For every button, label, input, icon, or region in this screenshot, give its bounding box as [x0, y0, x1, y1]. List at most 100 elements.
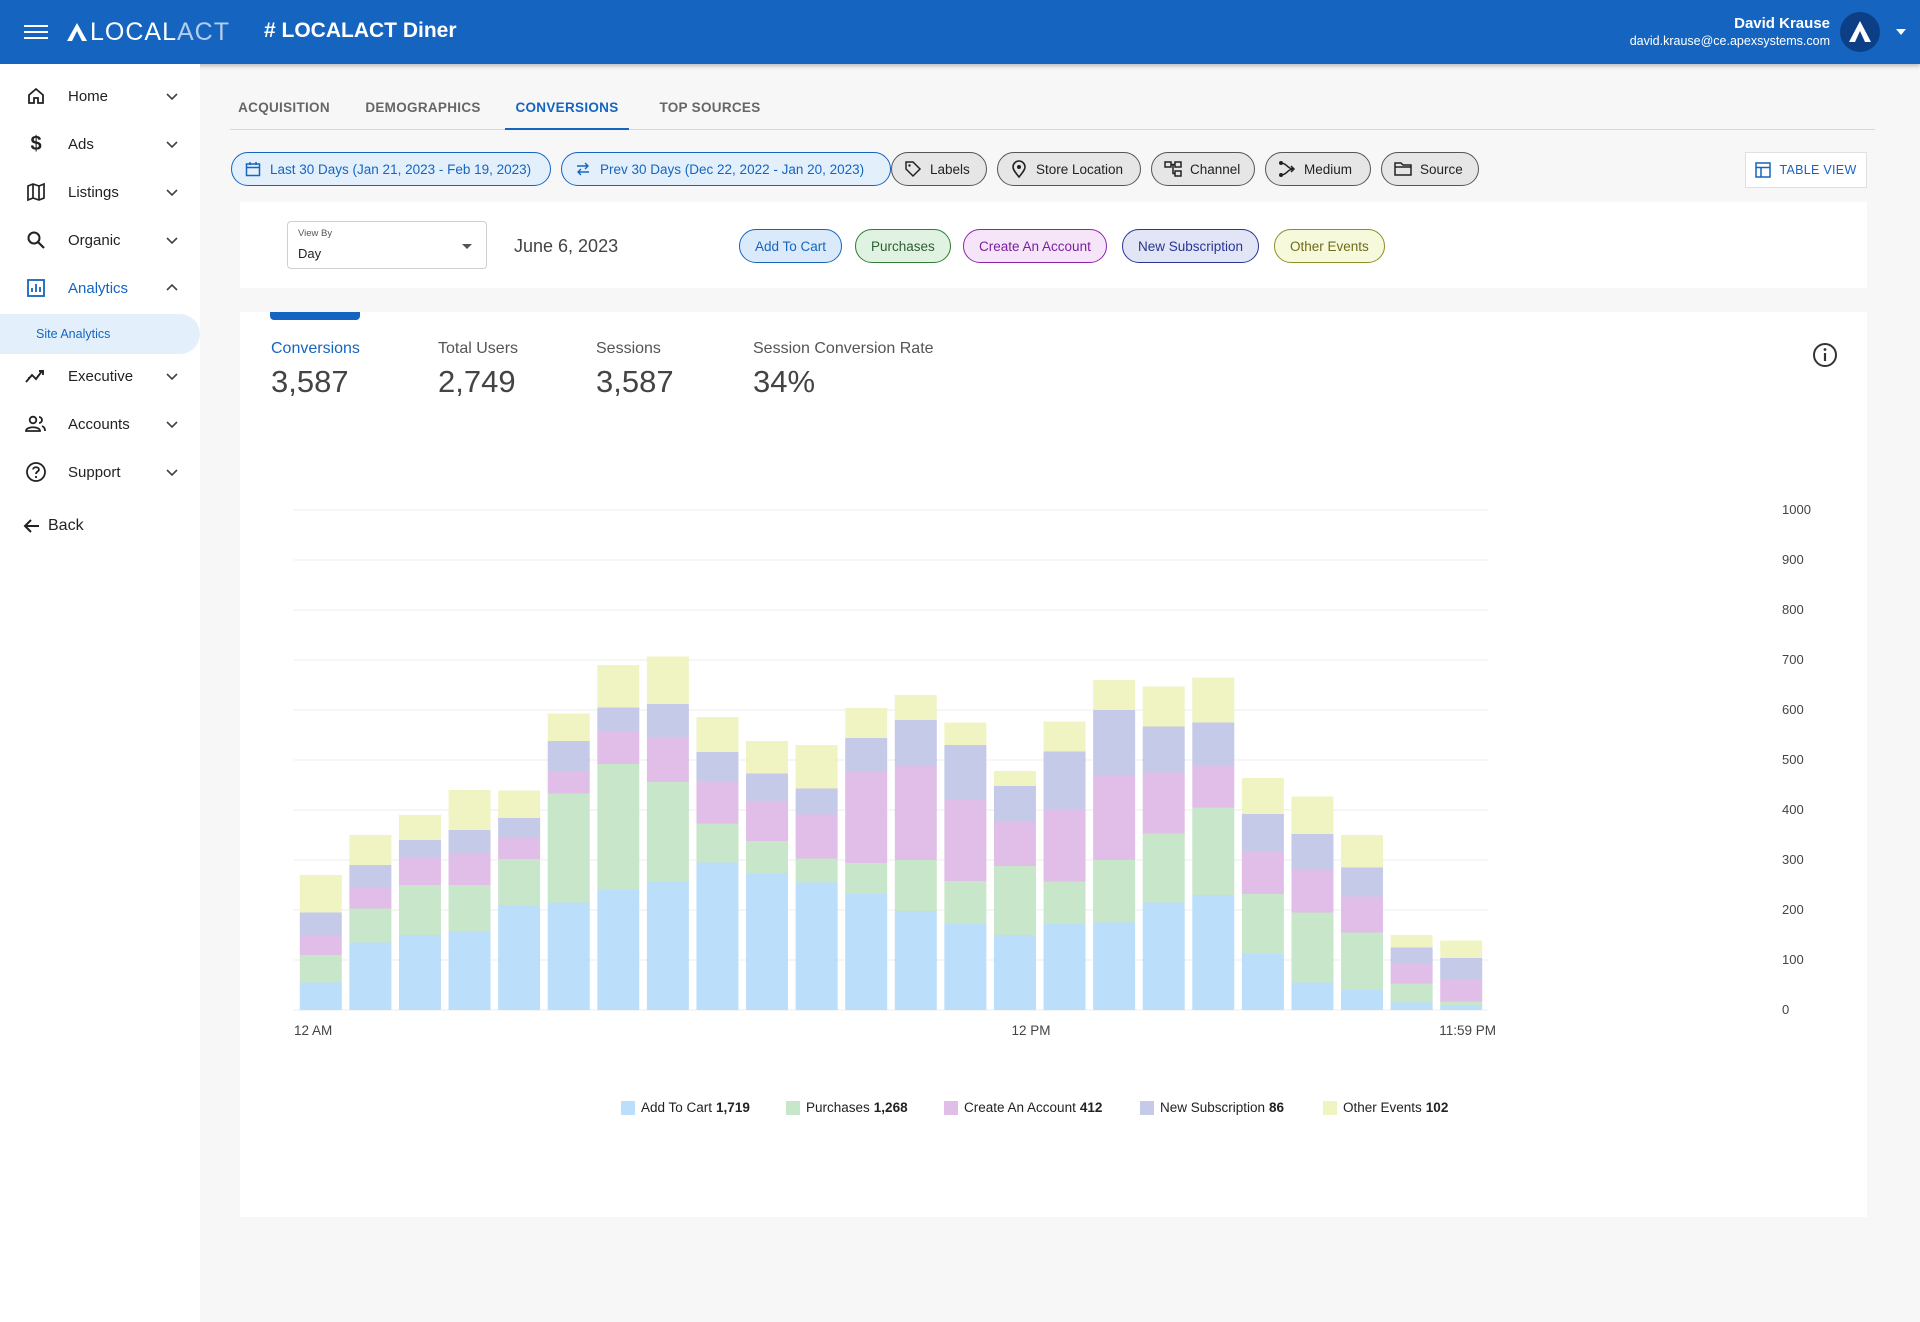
user-info[interactable]: David Krause david.krause@ce.apexsystems…: [1630, 15, 1830, 48]
date-range-label: Last 30 Days (Jan 21, 2023 - Feb 19, 202…: [270, 161, 532, 177]
channel-tree-icon: [1164, 160, 1182, 178]
legend-item-new-subscription[interactable]: New Subscription 86: [1140, 1100, 1284, 1115]
account-menu-caret-icon[interactable]: [1896, 29, 1906, 35]
bar-segment: [1043, 751, 1086, 809]
sidebar-subitem-site-analytics[interactable]: Site Analytics: [0, 314, 200, 354]
chevron-down-icon[interactable]: [164, 88, 180, 104]
y-tick-label: 100: [1782, 952, 1804, 967]
event-chip-other-events[interactable]: Other Events: [1274, 229, 1385, 263]
metric-conversions[interactable]: Conversions 3,587: [271, 340, 360, 400]
bar-segment: [746, 773, 789, 801]
bar-segment: [1192, 677, 1235, 723]
y-tick-label: 0: [1782, 1002, 1789, 1017]
compare-range-chip[interactable]: Prev 30 Days (Dec 22, 2022 - Jan 20, 202…: [561, 152, 891, 186]
bar-segment: [398, 935, 441, 1010]
table-view-button[interactable]: TABLE VIEW: [1745, 152, 1867, 188]
bar-segment: [448, 830, 491, 854]
sidebar-item-analytics[interactable]: Analytics: [0, 268, 200, 308]
bar-segment: [1291, 912, 1334, 983]
bar-segment: [646, 738, 689, 782]
view-by-value: Day: [298, 246, 322, 261]
chevron-down-icon[interactable]: [164, 464, 180, 480]
info-icon[interactable]: [1812, 342, 1838, 368]
bar-segment: [1043, 881, 1086, 924]
bar-segment: [547, 771, 590, 794]
event-chip-create-account[interactable]: Create An Account: [963, 229, 1107, 263]
metric-sessions[interactable]: Sessions 3,587: [596, 340, 674, 400]
bar-segment: [349, 887, 392, 909]
bar-segment: [795, 882, 838, 1010]
y-tick-label: 300: [1782, 852, 1804, 867]
legend-item-purchases[interactable]: Purchases 1,268: [786, 1100, 908, 1115]
bar-segment: [993, 866, 1036, 935]
y-tick-label: 700: [1782, 652, 1804, 667]
metric-value: 3,587: [596, 364, 674, 399]
chevron-down-icon[interactable]: [164, 416, 180, 432]
bar-segment: [299, 982, 342, 1010]
chevron-down-icon[interactable]: [164, 136, 180, 152]
bar-segment: [1341, 990, 1384, 1010]
trending-icon: [25, 365, 47, 387]
metric-session-conversion-rate[interactable]: Session Conversion Rate 34%: [753, 340, 934, 400]
bar-segment: [1192, 807, 1235, 895]
labels-chip[interactable]: Labels: [891, 152, 987, 186]
tab-demographics[interactable]: DEMOGRAPHICS: [365, 100, 481, 115]
logo[interactable]: LOCAL ACT: [66, 16, 230, 48]
date-range-chip[interactable]: Last 30 Days (Jan 21, 2023 - Feb 19, 202…: [231, 152, 551, 186]
event-chip-new-subscription[interactable]: New Subscription: [1122, 229, 1260, 263]
y-tick-label: 800: [1782, 602, 1804, 617]
bar-segment: [894, 695, 937, 720]
bar-segment: [597, 890, 640, 1010]
y-tick-label: 400: [1782, 802, 1804, 817]
sidebar-subitem-label: Site Analytics: [36, 327, 111, 341]
bar-segment: [1241, 814, 1284, 852]
bar-segment: [646, 656, 689, 704]
bar-segment: [944, 923, 987, 1010]
chevron-down-icon[interactable]: [164, 368, 180, 384]
bar-segment: [944, 722, 987, 745]
bar-segment: [1291, 982, 1334, 1010]
tab-top-sources[interactable]: TOP SOURCES: [659, 100, 761, 115]
bar-segment: [547, 902, 590, 1010]
menu-icon[interactable]: [24, 22, 48, 42]
tab-conversions[interactable]: CONVERSIONS: [505, 82, 629, 130]
chevron-down-icon[interactable]: [164, 232, 180, 248]
x-tick-label: 12 PM: [1011, 1023, 1050, 1038]
sidebar-item-support[interactable]: Support: [0, 452, 200, 492]
avatar[interactable]: [1840, 12, 1880, 52]
chevron-up-icon[interactable]: [164, 280, 180, 296]
metric-total-users[interactable]: Total Users 2,749: [438, 340, 518, 400]
channel-label: Channel: [1190, 161, 1241, 177]
legend-item-add-to-cart[interactable]: Add To Cart 1,719: [621, 1100, 750, 1115]
tab-acquisition[interactable]: ACQUISITION: [238, 100, 330, 115]
back-button[interactable]: Back: [0, 506, 200, 546]
bar-segment: [1142, 833, 1185, 903]
bar-segment: [398, 857, 441, 885]
bar-segment: [894, 766, 937, 860]
channel-chip[interactable]: Channel: [1151, 152, 1255, 186]
store-location-chip[interactable]: Store Location: [997, 152, 1141, 186]
business-title[interactable]: # LOCALACT Diner: [264, 19, 457, 42]
sidebar-item-home[interactable]: Home: [0, 76, 200, 116]
conversions-stacked-bar-chart: 0 100 200 300 400 500 600 700 800 900 1000 12 AM 12 …: [294, 502, 1811, 1038]
event-chip-add-to-cart[interactable]: Add To Cart: [739, 229, 843, 263]
chevron-down-icon[interactable]: [164, 184, 180, 200]
bar-segment: [1341, 835, 1384, 868]
view-by-select[interactable]: View By Day: [287, 221, 487, 269]
bar-segment: [1093, 860, 1136, 923]
medium-chip[interactable]: Medium: [1265, 152, 1371, 186]
sidebar-item-executive[interactable]: Executive: [0, 356, 200, 396]
legend-item-create-account[interactable]: Create An Account 412: [944, 1100, 1102, 1115]
sidebar-item-ads[interactable]: $ Ads: [0, 124, 200, 164]
sidebar-item-accounts[interactable]: Accounts: [0, 404, 200, 444]
source-chip[interactable]: Source: [1381, 152, 1479, 186]
bar-segment: [1142, 902, 1185, 1010]
sidebar-item-listings[interactable]: Listings: [0, 172, 200, 212]
sidebar-item-organic[interactable]: Organic: [0, 220, 200, 260]
bar-segment: [795, 788, 838, 815]
event-chip-purchases[interactable]: Purchases: [855, 229, 951, 263]
sidebar-item-label: Listings: [68, 183, 119, 201]
bar-segment: [1390, 963, 1433, 984]
legend-item-other-events[interactable]: Other Events 102: [1323, 1100, 1448, 1115]
legend-swatch: [944, 1100, 958, 1115]
